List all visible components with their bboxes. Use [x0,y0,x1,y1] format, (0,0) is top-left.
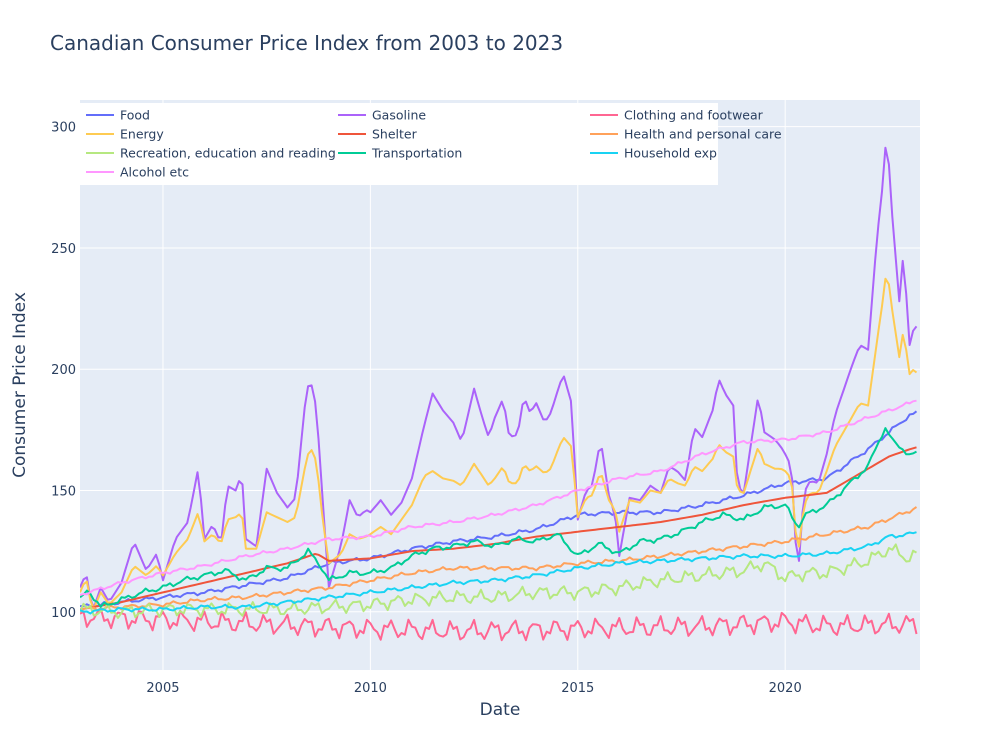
legend-item[interactable]: Health and personal care [590,127,782,142]
legend-label: Gasoline [372,108,426,123]
y-tick-label: 300 [51,121,76,136]
y-axis-title: Consumer Price Index [10,292,30,478]
y-axis-ticks: 100 150 200 250 300 [51,121,76,621]
legend-label: Alcohol etc [120,165,189,180]
legend-item[interactable]: Recreation, education and reading [86,146,336,161]
legend-item[interactable]: Gasoline [338,108,426,123]
legend-item[interactable]: Transportation [338,146,462,161]
x-axis-title: Date [480,700,521,720]
series-line [80,506,918,613]
y-tick-label: 150 [51,485,76,500]
legend: Food Gasoline Clothing and footwear Energy S… [86,108,782,180]
chart-title: Canadian Consumer Price Index from 2003 … [50,31,563,55]
x-tick-label: 2010 [354,681,387,696]
legend-item[interactable]: Shelter [338,127,418,142]
legend-item[interactable]: Household exp [590,146,717,161]
series-line [80,399,917,596]
y-tick-label: 250 [51,242,76,257]
legend-box [80,103,718,185]
legend-label: Shelter [372,127,418,142]
x-tick-label: 2015 [561,681,594,696]
x-tick-label: 2005 [146,681,179,696]
y-tick-label: 100 [51,606,76,621]
x-tick-label: 2020 [769,681,802,696]
legend-label: Clothing and footwear [624,108,764,123]
series-line [80,531,917,615]
legend-item[interactable]: Clothing and footwear [590,108,764,123]
legend-label: Food [120,108,150,123]
series-lines [80,146,918,642]
legend-label: Household exp [624,146,717,161]
legend-label: Health and personal care [624,127,782,142]
series-line [80,146,918,609]
series-line [80,543,917,619]
legend-label: Recreation, education and reading [120,146,336,161]
legend-label: Transportation [371,146,462,161]
series-line [80,410,918,608]
x-axis-ticks: 2005 2010 2015 2020 [146,681,801,696]
plot-area [80,100,920,670]
legend-item[interactable]: Food [86,108,150,123]
legend-label: Energy [120,127,164,142]
legend-item[interactable]: Alcohol etc [86,165,189,180]
series-line [80,607,918,642]
series-line [80,427,917,608]
y-tick-label: 200 [51,363,76,378]
legend-item[interactable]: Energy [86,127,164,142]
series-line [80,277,918,610]
